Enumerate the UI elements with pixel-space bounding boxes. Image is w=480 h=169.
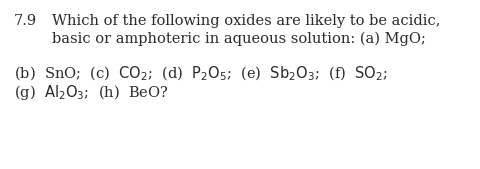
Text: Which of the following oxides are likely to be acidic,: Which of the following oxides are likely… — [52, 14, 441, 28]
Text: 7.9: 7.9 — [14, 14, 37, 28]
Text: basic or amphoteric in aqueous solution: (a) MgO;: basic or amphoteric in aqueous solution:… — [52, 32, 426, 46]
Text: (g)  $\mathrm{Al_2O_3}$;  (h)  BeO?: (g) $\mathrm{Al_2O_3}$; (h) BeO? — [14, 83, 168, 102]
Text: (b)  SnO;  (c)  $\mathrm{CO_2}$;  (d)  $\mathrm{P_2O_5}$;  (e)  $\mathrm{Sb_2O_3: (b) SnO; (c) $\mathrm{CO_2}$; (d) $\math… — [14, 65, 388, 83]
